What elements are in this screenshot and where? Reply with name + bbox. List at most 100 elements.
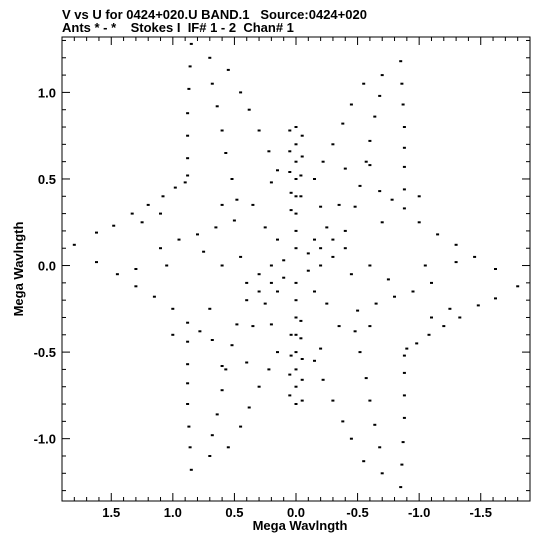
uv-point <box>476 304 480 307</box>
chart-subtitle: Ants * - * Stokes I IF# 1 - 2 Chan# 1 <box>62 20 294 35</box>
uv-point <box>402 146 406 149</box>
uv-point <box>353 330 357 333</box>
uv-point <box>183 181 187 184</box>
uv-point <box>430 316 433 319</box>
uv-point <box>294 333 298 336</box>
uv-point <box>72 243 76 246</box>
uv-point <box>417 221 421 224</box>
uv-point <box>134 268 138 270</box>
uv-point <box>210 434 214 437</box>
uv-point <box>400 463 404 466</box>
uv-point <box>399 486 403 489</box>
uv-point <box>494 268 497 270</box>
uv-point <box>331 238 335 241</box>
uv-point <box>95 231 98 234</box>
uv-point <box>186 363 190 366</box>
uv-point <box>232 219 236 222</box>
uv-point <box>245 361 249 364</box>
uv-point <box>337 203 341 206</box>
uv-point <box>289 191 293 194</box>
uv-point <box>368 164 372 167</box>
uv-point <box>288 129 292 132</box>
uv-point <box>188 446 192 449</box>
uv-point <box>188 65 192 68</box>
uv-point <box>454 261 458 264</box>
x-tick-label: 0.5 <box>225 505 243 520</box>
uv-point <box>282 259 286 262</box>
uv-point <box>226 68 230 71</box>
uv-point <box>263 226 267 229</box>
uv-point <box>140 221 144 224</box>
uv-point <box>134 285 138 288</box>
uv-point <box>289 333 293 336</box>
uv-point <box>220 389 224 392</box>
uv-point <box>187 87 191 90</box>
uv-point <box>186 321 190 324</box>
uv-point <box>294 281 298 284</box>
uv-point <box>189 42 193 45</box>
uv-point <box>186 134 190 137</box>
uv-point <box>269 264 273 267</box>
uv-point <box>380 472 384 475</box>
uv-point <box>245 299 249 302</box>
uv-point <box>331 143 335 146</box>
uv-point <box>306 269 310 272</box>
uv-point <box>306 252 310 255</box>
uv-point <box>294 316 298 319</box>
uv-point <box>516 285 520 288</box>
uv-point <box>299 319 303 322</box>
uv-point <box>247 406 251 409</box>
uv-point <box>202 250 206 253</box>
uv-point <box>208 56 212 59</box>
uv-point <box>239 255 243 258</box>
uv-point <box>362 82 366 85</box>
uv-point <box>288 373 292 376</box>
uv-point <box>417 195 421 198</box>
uv-point <box>165 264 169 267</box>
uv-point <box>294 212 298 215</box>
uv-point <box>267 368 271 371</box>
y-tick-label: 1.0 <box>38 85 56 100</box>
uv-point <box>220 203 224 206</box>
uv-point <box>325 302 329 305</box>
uv-point <box>337 325 341 328</box>
uv-point <box>276 169 279 172</box>
uv-point <box>186 403 190 405</box>
axis-ticks: 1.5 1.0 0.5 0.0 -0.5 -1.0 -1.5 1.0 0.5 0.0 -0.5 -1.… <box>34 37 530 520</box>
uv-point <box>159 247 162 250</box>
uv-point <box>161 195 165 198</box>
uv-point <box>276 351 279 354</box>
uv-point <box>159 212 162 215</box>
plot-frame <box>61 36 531 502</box>
uv-point <box>380 221 384 224</box>
uv-point <box>349 103 353 106</box>
uv-point <box>215 413 219 416</box>
uv-point <box>349 273 353 276</box>
uv-point <box>189 468 193 471</box>
uv-point <box>436 233 440 236</box>
y-tick-label: 0.5 <box>38 172 56 187</box>
uv-point <box>393 295 396 298</box>
x-tick-label: -0.5 <box>346 505 368 520</box>
uv-point <box>313 359 316 362</box>
uv-point <box>282 276 286 279</box>
uv-point <box>380 74 384 77</box>
uv-point <box>220 129 224 132</box>
uv-point <box>300 134 304 137</box>
uv-point <box>247 108 251 111</box>
uv-point <box>224 152 228 154</box>
uv-point <box>269 181 273 184</box>
uv-point <box>400 82 404 85</box>
uv-point <box>374 302 378 305</box>
data-points <box>72 42 520 489</box>
uv-point <box>494 297 497 300</box>
x-axis-label: Mega Wavlngth <box>253 518 348 533</box>
uv-point <box>373 423 377 426</box>
uv-point <box>356 309 360 312</box>
uv-point <box>257 290 261 293</box>
uv-point <box>402 394 406 397</box>
uv-point <box>210 82 214 85</box>
uv-point <box>364 160 368 163</box>
uv-point <box>130 212 134 215</box>
